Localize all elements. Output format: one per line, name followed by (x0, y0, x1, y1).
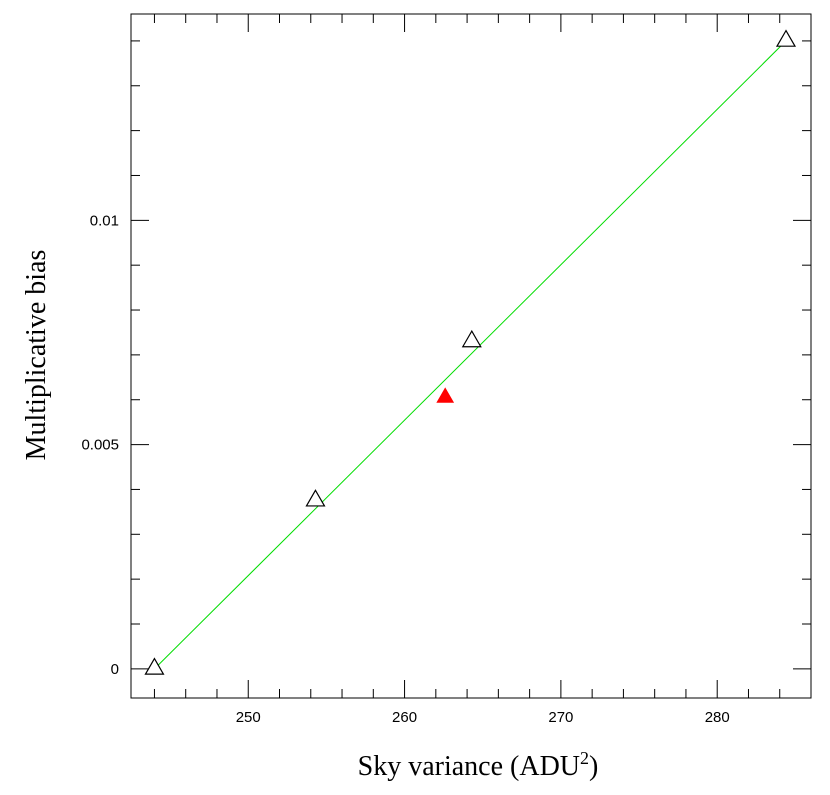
data-point-open (461, 329, 482, 348)
y-axis-title: Multiplicative bias (21, 250, 52, 461)
y-tick-label: 0 (111, 661, 119, 678)
x-tick-label: 270 (548, 709, 573, 726)
x-axis-title-superscript: 2 (580, 748, 589, 768)
data-point-filled (436, 387, 455, 403)
y-tick-label: 0.005 (81, 437, 119, 454)
x-axis-title-main: Sky variance (ADU (358, 751, 580, 782)
x-axis-title-suffix: ) (589, 751, 598, 782)
data-point-open (775, 29, 797, 47)
x-tick-label: 250 (236, 709, 261, 726)
data-point-open (144, 657, 165, 675)
fit-line (154, 40, 787, 670)
x-tick-label: 260 (392, 709, 417, 726)
plot-area: 250 260 270 280 0 0.005 0.01 (81, 13, 812, 726)
x-tick-label: 280 (705, 709, 730, 726)
plot-frame (130, 13, 812, 699)
x-axis-title: Sky variance (ADU2) (358, 748, 599, 782)
data-point-open (305, 489, 326, 507)
y-tick-label: 0.01 (90, 212, 119, 229)
